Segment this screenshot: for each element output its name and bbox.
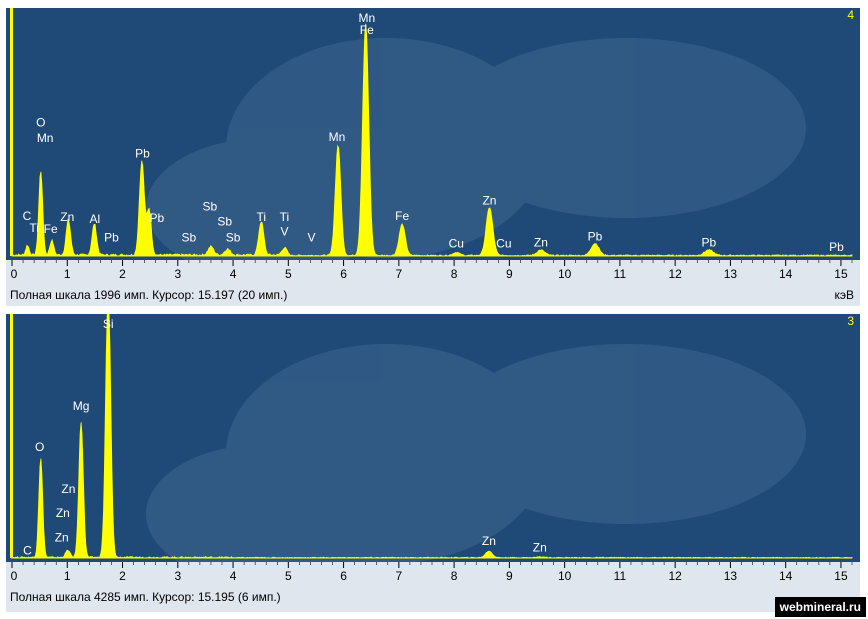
peak-label: Pb bbox=[702, 235, 717, 249]
x-tick-label: 3 bbox=[174, 569, 181, 583]
peak-label: Sb bbox=[226, 231, 241, 245]
peak-label: Al bbox=[90, 212, 101, 226]
x-tick-label: 5 bbox=[285, 267, 292, 281]
peak-label: Pb bbox=[588, 229, 603, 243]
peak-label: O bbox=[36, 115, 45, 129]
panel-number: 4 bbox=[847, 8, 854, 22]
peak-label: Sb bbox=[202, 199, 217, 213]
peak-label: Zn bbox=[482, 534, 496, 548]
x-tick-label: 14 bbox=[779, 267, 793, 281]
cursor-line bbox=[10, 314, 13, 558]
x-tick-label: 8 bbox=[451, 569, 458, 583]
peak-label: C bbox=[23, 544, 32, 558]
x-tick-label: 11 bbox=[614, 267, 627, 281]
spectrum-panel-4: C Ti Fe O Mn Zn Al Pb Pb Pb Sb Sb Sb Sb Ti Ti V V Mn Mn Fe Fe… bbox=[6, 8, 860, 306]
x-tick-label: 7 bbox=[395, 267, 402, 281]
x-tick-label: 9 bbox=[506, 267, 513, 281]
peak-label: Mn bbox=[358, 11, 375, 25]
x-tick-label: 3 bbox=[174, 267, 181, 281]
x-tick-label: 12 bbox=[668, 267, 682, 281]
peak-label: V bbox=[308, 231, 316, 245]
peak-label: Pb bbox=[149, 211, 164, 225]
peak-label: Sb bbox=[181, 231, 196, 245]
peak-label: Sb bbox=[217, 214, 232, 228]
peak-label: Mn bbox=[37, 131, 54, 145]
peak-label: Zn bbox=[533, 540, 547, 554]
background-texture bbox=[146, 344, 806, 584]
x-tick-label: 4 bbox=[230, 267, 237, 281]
peak-label: O bbox=[35, 440, 44, 454]
x-tick-label: 10 bbox=[558, 569, 572, 583]
peak-label: Pb bbox=[135, 147, 150, 161]
x-tick-label: 9 bbox=[506, 569, 513, 583]
axis-strip bbox=[6, 562, 860, 612]
peak-label: Fe bbox=[395, 209, 409, 223]
x-tick-label: 11 bbox=[614, 569, 627, 583]
peak-label: Pb bbox=[104, 231, 119, 245]
spectrum-panel-3: C O Zn Zn Zn Mg Si Zn Zn 0 1 2 3 4 5 6 7 8 9 10 11 12 13 14 15 3… bbox=[6, 314, 860, 612]
peak-label: C bbox=[23, 209, 32, 223]
x-tick-label: 0 bbox=[11, 569, 18, 583]
x-tick-label: 2 bbox=[119, 267, 126, 281]
x-tick-label: 7 bbox=[395, 569, 402, 583]
x-tick-label: 12 bbox=[668, 569, 682, 583]
peak-label: Ti bbox=[29, 221, 39, 235]
x-tick-label: 13 bbox=[724, 569, 738, 583]
peak-label: Mg bbox=[73, 399, 90, 413]
peak-label: Ti bbox=[256, 210, 266, 224]
watermark: webmineral.ru bbox=[774, 597, 866, 617]
peak-label: Fe bbox=[360, 23, 374, 37]
peak-label: Zn bbox=[55, 531, 69, 545]
status-text: Полная шкала 1996 имп. Курсор: 15.197 (2… bbox=[10, 288, 288, 302]
x-tick-label: 5 bbox=[285, 569, 292, 583]
peak-label: V bbox=[280, 225, 288, 239]
x-tick-label: 0 bbox=[11, 267, 18, 281]
peak-label: Si bbox=[103, 317, 114, 331]
status-text: Полная шкала 4285 имп. Курсор: 15.195 (6… bbox=[10, 590, 281, 604]
peak-label: Mn bbox=[329, 130, 346, 144]
x-tick-label: 10 bbox=[558, 267, 572, 281]
peak-label: Cu bbox=[449, 237, 464, 251]
peak-label: Cu bbox=[496, 237, 511, 251]
x-tick-label: 8 bbox=[451, 267, 458, 281]
peak-label: Pb bbox=[829, 240, 844, 254]
x-tick-label: 1 bbox=[64, 569, 71, 583]
cursor-line bbox=[10, 8, 13, 256]
peak-label: Zn bbox=[60, 210, 74, 224]
peak-label: Zn bbox=[56, 506, 70, 520]
x-tick-label: 4 bbox=[230, 569, 237, 583]
spectrum-series bbox=[11, 23, 853, 257]
x-tick-label: 2 bbox=[119, 569, 126, 583]
x-tick-label: 6 bbox=[340, 267, 347, 281]
axis-strip bbox=[6, 260, 860, 306]
peak-label: Fe bbox=[44, 222, 58, 236]
x-tick-label: 15 bbox=[834, 267, 848, 281]
x-tick-label: 1 bbox=[64, 267, 71, 281]
peak-label: Zn bbox=[534, 235, 548, 249]
peak-label: Ti bbox=[280, 210, 290, 224]
panel-number: 3 bbox=[847, 314, 854, 328]
x-tick-label: 13 bbox=[724, 267, 738, 281]
peak-label: Zn bbox=[482, 193, 496, 207]
x-axis-unit: кэВ bbox=[834, 288, 854, 302]
x-tick-label: 14 bbox=[779, 569, 793, 583]
x-tick-label: 15 bbox=[834, 569, 848, 583]
peak-label: Zn bbox=[61, 482, 75, 496]
x-tick-label: 6 bbox=[340, 569, 347, 583]
background-texture bbox=[146, 38, 806, 278]
